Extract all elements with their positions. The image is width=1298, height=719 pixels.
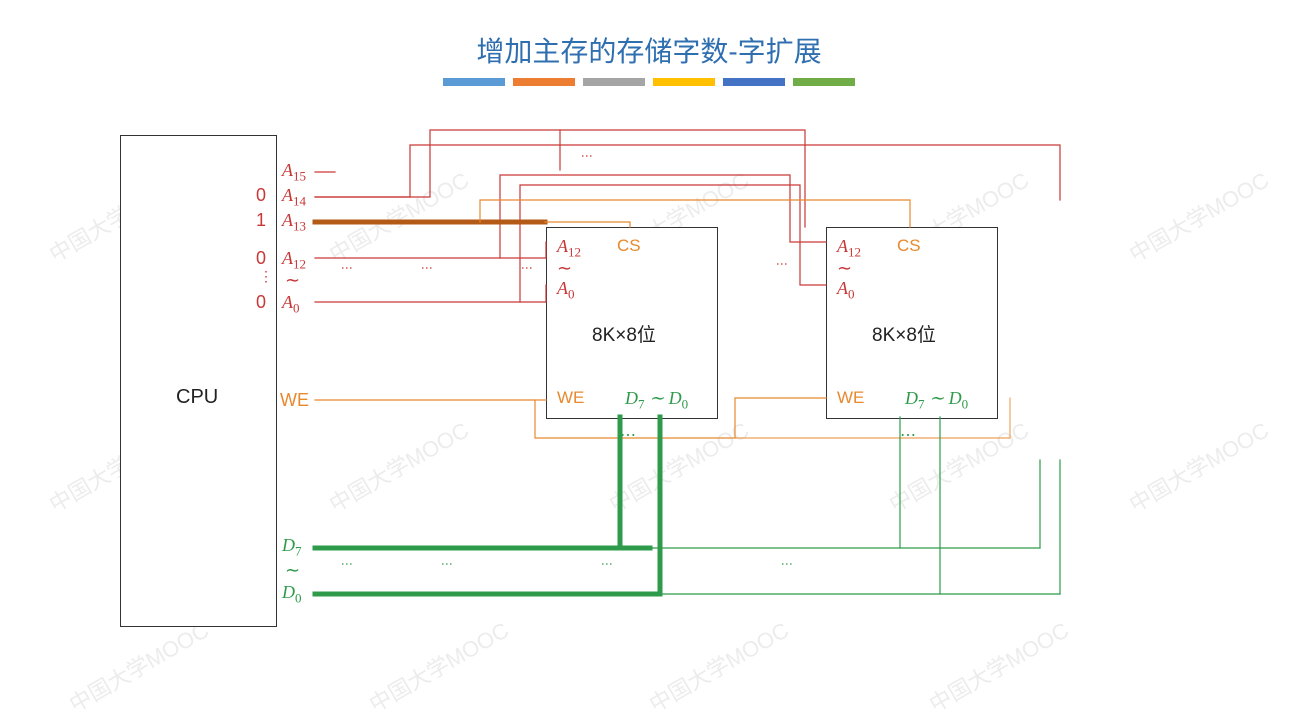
bar-2 (513, 78, 575, 86)
chip1-cs: CS (617, 236, 641, 256)
memory-chip-2: A12 ∼ A0 CS 8K×8位 WE D7 ∼ D0 (826, 227, 998, 419)
chip1-label: 8K×8位 (592, 320, 656, 347)
title-text: 增加主存的存储字数-字扩展 (476, 36, 821, 67)
pin-a12: A12 (282, 248, 306, 273)
chip2-we: WE (837, 388, 864, 408)
pin-tilde-val: ⋮ (259, 268, 273, 285)
watermark: 中国大学MOOC (62, 613, 213, 719)
bar-3 (583, 78, 645, 86)
addr-bus-vdots-1: ⋮ (340, 262, 354, 272)
pin-d0: D0 (282, 582, 302, 607)
watermark: 中国大学MOOC (1122, 413, 1273, 519)
pin-a0: A0 (282, 292, 300, 317)
cpu-block: CPU (120, 135, 277, 627)
chip2-d: D7 ∼ D0 (905, 388, 968, 413)
data-vdots-2: ⋮ (440, 558, 454, 568)
bar-4 (653, 78, 715, 86)
title-underline-bars (443, 78, 855, 86)
watermark: 中国大学MOOC (1122, 163, 1273, 269)
chip1-a0: A0 (557, 278, 575, 303)
data-dots-2: ⋯ (900, 425, 918, 445)
bar-5 (723, 78, 785, 86)
watermark: 中国大学MOOC (642, 613, 793, 719)
watermark: 中国大学MOOC (362, 613, 513, 719)
pin-a14-val: 0 (256, 185, 266, 206)
pin-a0-val: 0 (256, 292, 266, 313)
data-vdots-3: ⋮ (600, 558, 614, 568)
chip2-cs: CS (897, 236, 921, 256)
chip1-d: D7 ∼ D0 (625, 388, 688, 413)
chip2-label: 8K×8位 (872, 320, 936, 347)
addr-bus-vdots-2: ⋮ (420, 262, 434, 272)
addr-bus-vdots-top: ⋮ (580, 150, 594, 160)
chip2-tilde: ∼ (837, 258, 852, 279)
chip1-a12: A12 (557, 236, 581, 261)
addr-bus-vdots-mid2: ⋮ (775, 258, 789, 268)
diagram-title: 增加主存的存储字数-字扩展 (0, 30, 1298, 70)
bar-1 (443, 78, 505, 86)
pin-a15: A15A15 (282, 160, 306, 185)
watermark: 中国大学MOOC (322, 413, 473, 519)
pin-a13-val: 1 (256, 210, 266, 231)
memory-chip-1: A12 ∼ A0 CS 8K×8位 WE D7 ∼ D0 (546, 227, 718, 419)
chip1-tilde: ∼ (557, 258, 572, 279)
pin-d7: D7 (282, 535, 302, 560)
addr-bus-vdots-3: ⋮ (520, 262, 534, 272)
chip2-a12: A12 (837, 236, 861, 261)
chip1-we: WE (557, 388, 584, 408)
pin-tilde: ∼ (285, 270, 300, 291)
pin-a12-val: 0 (256, 248, 266, 269)
data-vdots-1: ⋮ (340, 558, 354, 568)
pin-we: WE (280, 390, 309, 411)
pin-d-tilde: ∼ (285, 560, 300, 581)
pin-a14: A14 (282, 185, 306, 210)
cpu-label: CPU (176, 386, 218, 409)
data-dots-1: ⋯ (620, 425, 638, 445)
watermark: 中国大学MOOC (322, 163, 473, 269)
pin-a13: A13 (282, 210, 306, 235)
data-vdots-4: ⋮ (780, 558, 794, 568)
bar-6 (793, 78, 855, 86)
chip2-a0: A0 (837, 278, 855, 303)
watermark: 中国大学MOOC (922, 613, 1073, 719)
